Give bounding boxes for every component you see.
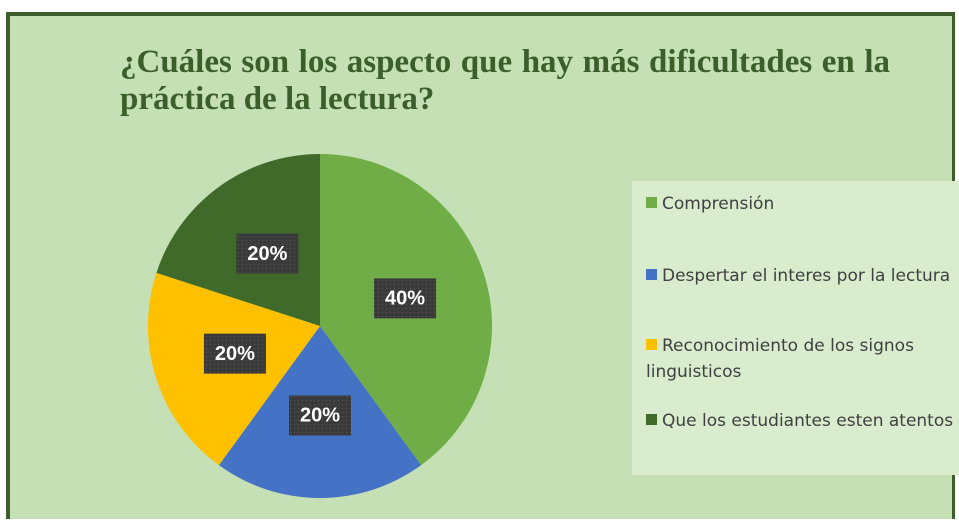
- pie-area: 40% 20% 20% 20%: [148, 154, 492, 498]
- data-label: 20%: [247, 243, 287, 265]
- data-label: 40%: [385, 288, 425, 310]
- legend-label: Comprensión: [662, 194, 775, 214]
- legend-label: Reconocimiento de los signos linguistico…: [646, 336, 914, 382]
- legend-entry: Que los estudiantes esten atentos: [646, 408, 956, 434]
- data-label-box: [289, 395, 351, 436]
- legend-label: Despertar el interes por la lectura: [662, 266, 951, 286]
- legend-label: Que los estudiantes esten atentos: [662, 411, 954, 431]
- legend-swatch: [646, 269, 657, 280]
- data-label-box: [203, 333, 266, 374]
- data-label-box: [374, 278, 437, 319]
- data-label: 20%: [300, 405, 340, 427]
- legend-entry: Despertar el interes por la lectura: [646, 263, 956, 289]
- legend-swatch: [646, 414, 657, 425]
- legend-swatch: [646, 197, 657, 208]
- legend-entry: Comprensión: [646, 191, 956, 217]
- chart-title: ¿Cuáles son los aspecto que hay más difi…: [120, 44, 890, 117]
- data-label-box: [236, 233, 299, 274]
- legend-entry: Reconocimiento de los signos linguistico…: [646, 333, 956, 385]
- legend-swatch: [646, 339, 657, 350]
- data-label: 20%: [215, 343, 255, 365]
- legend: Comprensión Despertar el interes por la l…: [632, 181, 959, 475]
- chart-frame: ¿Cuáles son los aspecto que hay más difi…: [6, 12, 959, 519]
